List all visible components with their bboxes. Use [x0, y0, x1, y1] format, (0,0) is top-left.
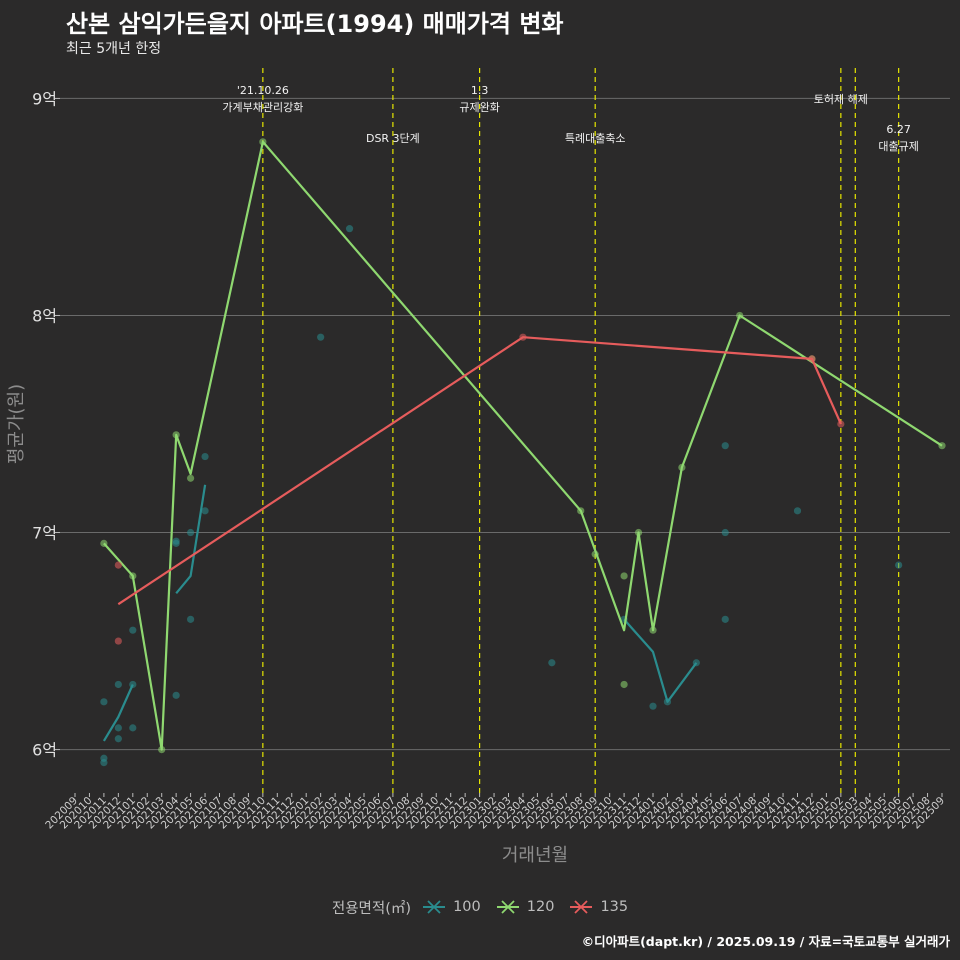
legend-item-120: 120	[495, 897, 555, 917]
series-layer	[100, 138, 946, 767]
point-100	[793, 507, 802, 515]
event-label: 규제완화	[459, 101, 499, 114]
point-100	[721, 528, 729, 537]
event-label: 대출규제	[878, 140, 918, 153]
point-100	[187, 528, 195, 537]
legend-key-icon	[570, 900, 593, 914]
line-100	[623, 618, 698, 703]
point-120	[620, 572, 628, 580]
legend: 전용면적(㎡) 100 120 135	[0, 897, 960, 917]
point-100	[100, 759, 108, 767]
source-caption: ©디아파트(dapt.kr) / 2025.09.19 / 자료=국토교통부 실…	[581, 934, 950, 949]
legend-label: 135	[600, 899, 629, 915]
legend-item-100: 100	[421, 897, 481, 917]
point-100	[548, 659, 556, 667]
legend-label: 120	[526, 899, 555, 915]
y-tick-label: 8억	[32, 306, 57, 325]
point-100	[649, 702, 657, 710]
point-135	[114, 561, 122, 569]
y-tick-label: 9억	[32, 89, 57, 108]
point-135	[114, 637, 122, 645]
legend-label: 100	[453, 899, 481, 915]
point-100	[172, 691, 180, 699]
point-100	[100, 698, 108, 706]
point-100	[129, 626, 137, 634]
event-label: DSR 3단계	[366, 132, 420, 145]
line-100	[102, 684, 134, 742]
point-100	[345, 225, 354, 233]
event-label: 토허제 해제	[814, 92, 868, 106]
point-100	[895, 561, 903, 569]
legend-key-icon	[423, 900, 446, 914]
point-100	[721, 442, 729, 450]
point-100	[114, 724, 122, 732]
point-120	[187, 474, 195, 482]
point-100	[201, 507, 209, 515]
event-label: '21.10.26	[237, 84, 289, 97]
y-axis-label: 평균가(원)	[6, 384, 27, 464]
line-120	[103, 140, 943, 751]
point-120	[620, 680, 628, 689]
point-100	[201, 452, 209, 461]
y-tick-label: 7억	[32, 524, 57, 543]
event-label: 6.27	[886, 123, 911, 136]
point-100	[721, 615, 729, 623]
event-label: 1.3	[471, 84, 489, 97]
point-100	[129, 724, 137, 732]
legend-item-135: 135	[568, 897, 628, 917]
point-100	[114, 735, 122, 743]
point-100	[114, 680, 122, 689]
point-100	[172, 539, 180, 547]
event-label: 가계부채관리강화	[222, 101, 303, 114]
legend-title: 전용면적(㎡)	[331, 900, 412, 917]
legend-key-icon	[496, 900, 519, 914]
line-100	[175, 484, 207, 595]
event-label: 특례대출축소	[565, 132, 626, 145]
chart-title: 산본 삼익가든을지 아파트(1994) 매매가격 변화	[66, 10, 564, 38]
point-100	[187, 615, 195, 623]
x-axis-label: 거래년월	[502, 845, 568, 866]
point-100	[317, 333, 325, 341]
line-135	[117, 336, 842, 606]
chart-subtitle: 최근 5개년 한정	[66, 41, 162, 57]
y-tick-label: 6억	[32, 741, 57, 760]
grid-lines	[60, 97, 950, 751]
legend-items: 100 120 135	[421, 897, 628, 917]
